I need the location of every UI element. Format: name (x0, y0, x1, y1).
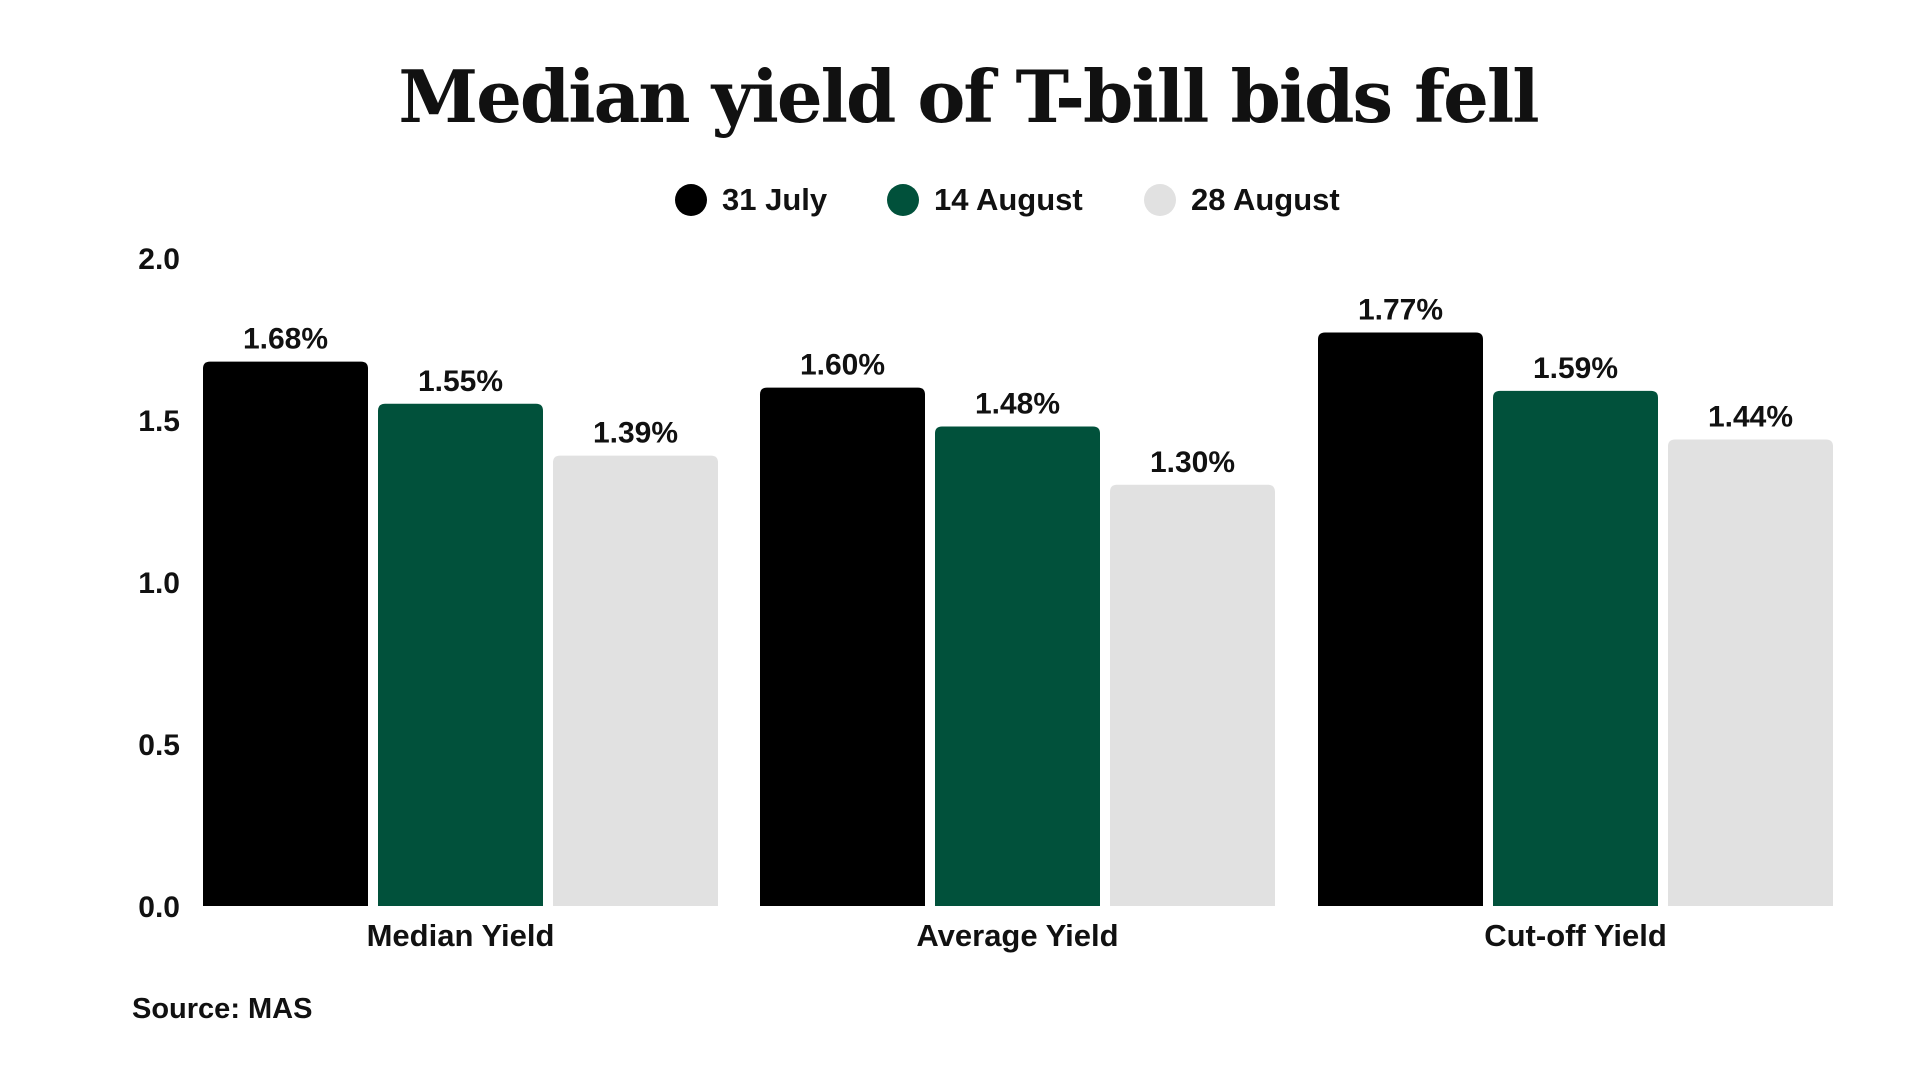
data-label-median-yield-28-august: 1.39% (593, 417, 678, 450)
legend-label-28-august: 28 August (1191, 182, 1340, 217)
bars (203, 332, 1833, 907)
y-tick-label: 1.5 (138, 405, 180, 438)
data-labels: 1.68% 1.55% 1.39% 1.60% 1.48% 1.30% 1.77% 1.59%… (243, 294, 1793, 479)
data-label-cut-off-yield-14-august: 1.59% (1533, 352, 1618, 385)
legend: 31 July 14 August 28 August (675, 182, 1340, 217)
y-tick-label: 1.0 (138, 567, 180, 600)
category-label-median-yield: Median Yield (367, 918, 555, 953)
bar-average-yield-28-august (1110, 484, 1275, 906)
data-label-average-yield-28-august: 1.30% (1150, 446, 1235, 479)
source-note: Source: MAS (132, 993, 312, 1025)
data-label-average-yield-14-august: 1.48% (975, 387, 1060, 420)
bar-median-yield-14-august (378, 403, 543, 906)
bar-cut-off-yield-31-july (1318, 332, 1483, 906)
legend-marker-14-august (887, 184, 919, 216)
bar-cut-off-yield-14-august (1493, 390, 1658, 907)
legend-label-31-july: 31 July (722, 182, 828, 217)
category-label-average-yield: Average Yield (916, 918, 1118, 953)
data-label-median-yield-31-july: 1.68% (243, 323, 328, 356)
legend-marker-28-august (1144, 184, 1176, 216)
legend-label-14-august: 14 August (934, 182, 1083, 217)
bar-average-yield-14-august (935, 426, 1100, 906)
bar-median-yield-31-july (203, 361, 368, 906)
legend-marker-31-july (675, 184, 707, 216)
bar-median-yield-28-august (553, 455, 718, 906)
category-label-cut-off-yield: Cut-off Yield (1484, 918, 1667, 953)
x-axis: Median Yield Average Yield Cut-off Yield (367, 918, 1667, 953)
data-label-average-yield-31-july: 1.60% (800, 349, 885, 382)
y-axis: 0.0 0.5 1.0 1.5 2.0 (138, 243, 180, 924)
y-tick-label: 0.5 (138, 729, 180, 762)
data-label-cut-off-yield-28-august: 1.44% (1708, 400, 1793, 433)
y-tick-label: 2.0 (138, 243, 180, 276)
data-label-cut-off-yield-31-july: 1.77% (1358, 294, 1443, 327)
data-label-median-yield-14-august: 1.55% (418, 365, 503, 398)
y-tick-label: 0.0 (138, 891, 180, 924)
chart-title: Median yield of T-bill bids fell (398, 54, 1538, 139)
bar-average-yield-31-july (760, 387, 925, 907)
bar-cut-off-yield-28-august (1668, 439, 1833, 906)
